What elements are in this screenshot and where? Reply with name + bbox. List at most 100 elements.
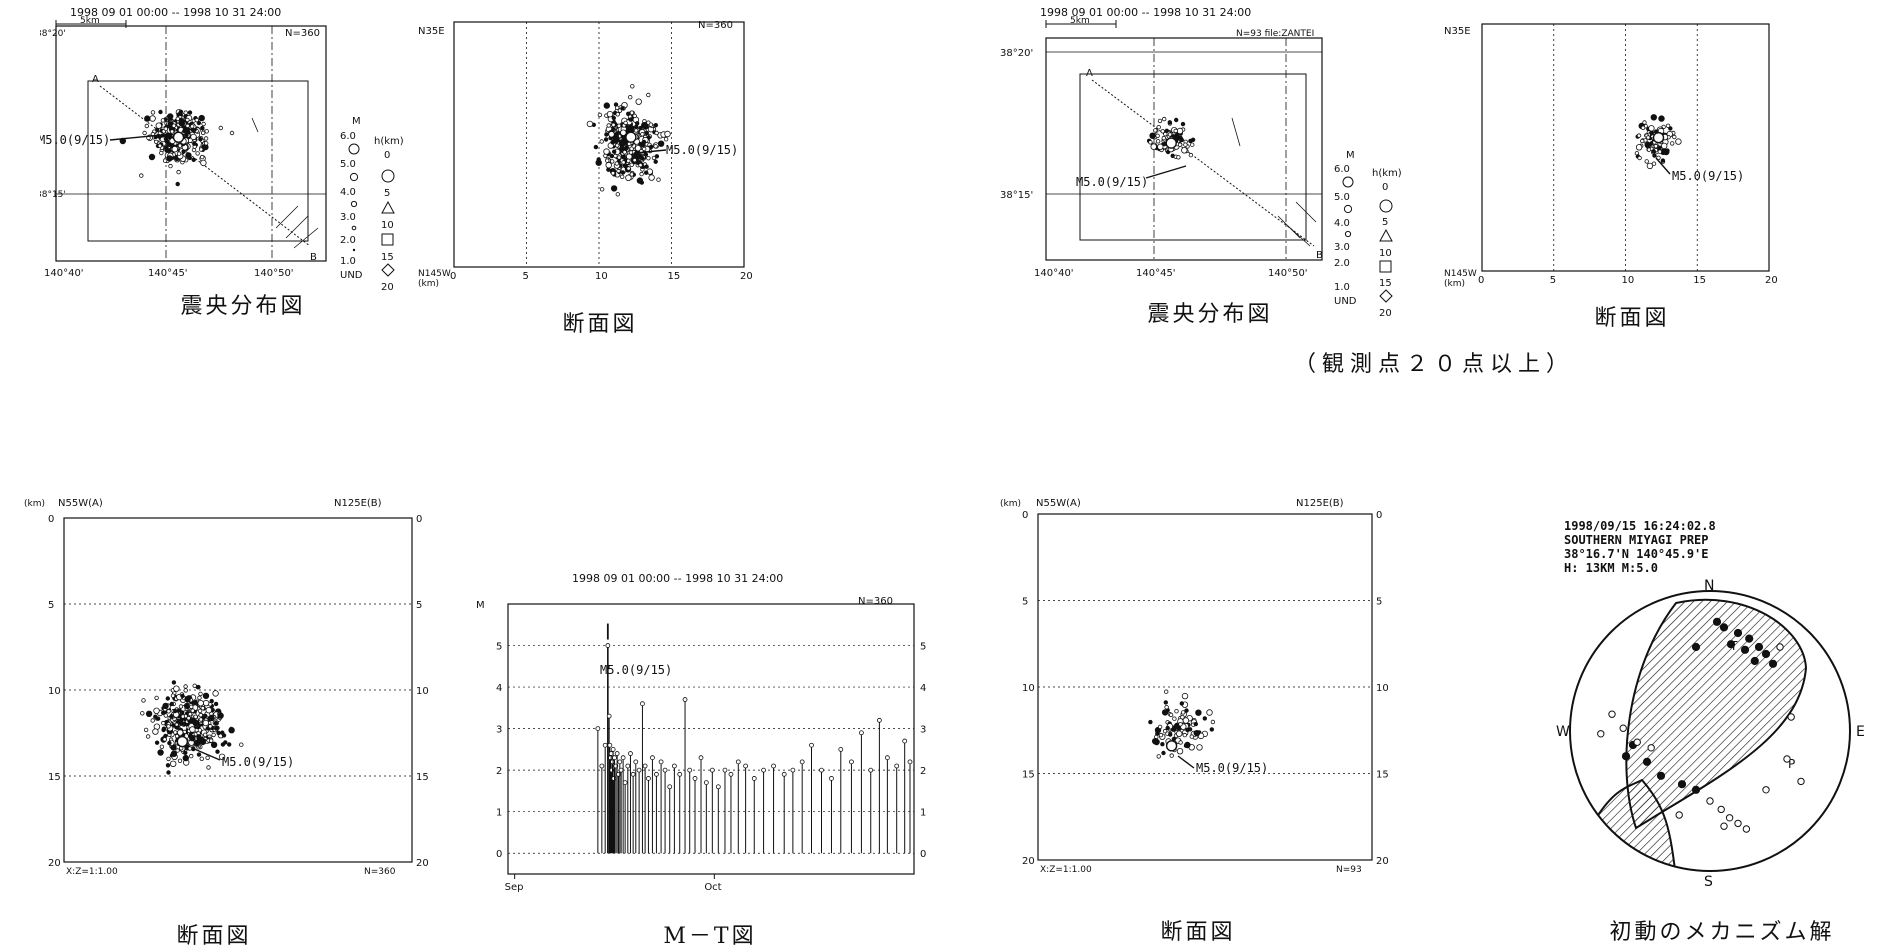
dilatation-mark: [1720, 822, 1728, 830]
fault-trace: [293, 227, 319, 249]
fault-traces: [1175, 117, 1317, 247]
magnitude-tick-label: 2: [920, 766, 926, 777]
hypocenter-mark: [196, 752, 202, 757]
section-line-a-b: [99, 85, 311, 247]
x-tick-label: 10: [1622, 275, 1635, 286]
hypocenter-mark: [143, 727, 149, 733]
hypocenter-mark: [636, 177, 644, 184]
hypocenter-mark: [162, 702, 169, 710]
hypocenter-mark: [166, 709, 171, 714]
hypocenter-mark: [624, 145, 629, 151]
hypocenter-mark: [1148, 140, 1153, 145]
hypocenter-mark: [182, 754, 189, 762]
depth-tick-label: 5: [48, 600, 54, 611]
lon-tick-140-50: 140°50': [254, 268, 294, 279]
legend-magnitude-value: 2.0: [1334, 258, 1350, 269]
legend: M 6.0 5.0 4.0 3.0 2.0 1.0 UND h(km) 0 5 …: [1334, 150, 1402, 319]
right-label: N125E(B): [334, 498, 382, 509]
legend-depth-value: 10: [1379, 248, 1392, 259]
hypocenter-mark: [644, 130, 649, 136]
fault-trace: [1287, 225, 1311, 247]
hypocenter-mark: [202, 692, 210, 699]
hypocenter-mark: [166, 756, 171, 762]
hypocenter-mark: [190, 708, 195, 713]
event-mark: [894, 763, 900, 769]
hypocenter-mark: [186, 715, 191, 721]
hypocenter-mark: [1657, 149, 1662, 154]
x-tick-label: 0: [1478, 275, 1484, 286]
hypocenter-mark: [648, 144, 654, 150]
depth-tick-labels: 0 0 5 5 10 10 15 15 20 20: [1022, 510, 1389, 867]
event-mark: [677, 771, 683, 777]
annotation-leader: [635, 149, 667, 154]
hypocenter-mark: [220, 730, 225, 735]
hypocenter-mark: [1163, 131, 1168, 137]
hypocenter-mark: [1182, 732, 1187, 738]
hypocenter-mark: [205, 755, 210, 760]
hypocenter-mark: [198, 691, 203, 697]
event-mark: [636, 767, 642, 773]
depth-tick-label: 15: [416, 772, 429, 783]
compression-mark: [1761, 649, 1771, 659]
hypocenter-mark: [622, 149, 627, 155]
hypocenter-mark: [208, 738, 214, 743]
hypocenter-mark: [191, 157, 196, 162]
hypocenter-mark: [185, 152, 192, 159]
hypocenter-mark: [614, 143, 620, 148]
hypocenter-mark: [1639, 138, 1645, 144]
hypocenter-mark: [1148, 719, 1153, 725]
hypocenter-mark: [1640, 125, 1646, 130]
dilatation-mark: [1597, 730, 1605, 738]
hypocenter-mark: [1163, 700, 1168, 705]
hypocenter-mark: [208, 714, 215, 722]
hypocenter-mark: [180, 714, 186, 719]
inner-frame: [1079, 73, 1307, 241]
annotation-mainshock: M5.0(9/15): [40, 133, 110, 147]
hypocenter-mark: [596, 157, 601, 162]
hypocenter-mark: [199, 756, 204, 761]
annotation-leader: [191, 747, 221, 761]
hypocenter-mark: [155, 122, 162, 129]
hypocenter-mark: [629, 146, 634, 151]
plot-frame: [507, 603, 915, 875]
count-label: N=360: [858, 596, 893, 607]
hypocenter-mark: [1180, 121, 1186, 127]
hypocenter-mark: [1178, 740, 1183, 745]
hypocenter-mark: [615, 112, 620, 117]
hypocenter-mark: [1648, 125, 1655, 132]
hypocenter-mark: [160, 118, 166, 123]
depth-tick-labels: 0 0 5 5 10 10 15 15 20 20: [48, 514, 429, 869]
event-mark: [692, 776, 698, 781]
hypocenter-mark: [195, 684, 201, 690]
hypocenter-mark: [189, 704, 194, 709]
hypocenter-mark: [605, 161, 612, 169]
hypocenter-mark: [630, 125, 635, 131]
hypocenter-mark: [1210, 719, 1216, 725]
legend-depth-value: 5: [1382, 217, 1388, 228]
hypocenter-mark: [639, 171, 644, 177]
mainshock-mark: [1165, 740, 1178, 752]
event-mark: [610, 746, 616, 752]
event-mark: [599, 763, 605, 769]
lat-tick-38-15: 38°15': [40, 190, 66, 200]
event-mark: [646, 776, 651, 781]
direction-e: E: [1856, 724, 1865, 740]
hypocenter-mark: [1167, 120, 1172, 125]
hypocenter-mark: [1176, 127, 1184, 135]
annotation-mainshock: M5.0(9/15): [1672, 169, 1744, 183]
hypocenter-mark: [188, 753, 194, 759]
dilatation-mark: [1608, 710, 1616, 718]
hypocenter-mark: [644, 164, 649, 169]
event-mark: [618, 767, 624, 773]
hypocenter-mark: [1644, 159, 1649, 164]
hypocenter-mark: [620, 170, 626, 175]
hypocenter-mark: [176, 708, 182, 713]
event-mark: [698, 755, 704, 761]
hypocenter-mark: [1172, 716, 1177, 721]
mainshock-mark: [172, 131, 185, 143]
hypocenter-mark: [646, 92, 651, 98]
hypocenter-mark: [1179, 701, 1184, 706]
hypocenter-mark: [1636, 133, 1642, 138]
lon-tick-140-40: 140°40': [1034, 268, 1074, 279]
fault-trace: [275, 205, 299, 229]
